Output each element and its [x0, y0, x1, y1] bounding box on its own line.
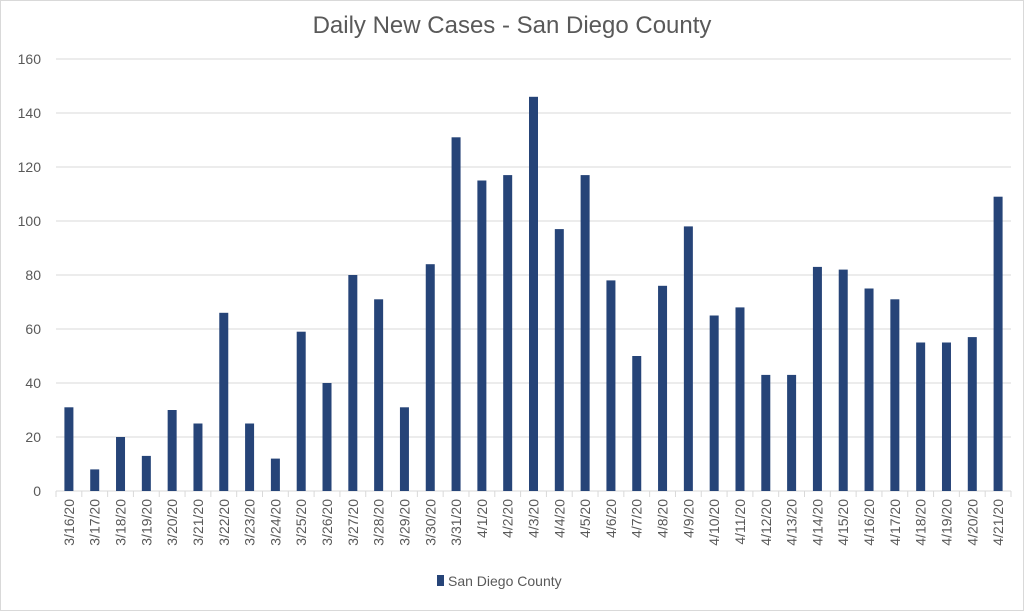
legend-swatch [437, 575, 444, 586]
bar [683, 226, 693, 491]
bar [245, 423, 255, 491]
bar [64, 407, 74, 491]
x-tick-label: 3/19/20 [138, 499, 154, 546]
bar [270, 458, 280, 491]
bar [606, 280, 616, 491]
x-tick-label: 4/18/20 [913, 499, 929, 546]
x-tick-label: 3/21/20 [190, 499, 206, 546]
x-tick-label: 3/18/20 [113, 499, 129, 546]
bar [141, 455, 151, 491]
y-tick-label: 40 [25, 375, 41, 391]
x-tick-label: 3/29/20 [396, 499, 412, 546]
x-tick-label: 4/12/20 [758, 499, 774, 546]
chart-title: Daily New Cases - San Diego County [313, 12, 712, 39]
bar [632, 356, 642, 491]
y-tick-label: 120 [18, 159, 42, 175]
x-tick-label: 4/13/20 [784, 499, 800, 546]
x-tick-label: 3/26/20 [319, 499, 335, 546]
bar [348, 275, 358, 491]
bar [167, 410, 177, 491]
bar [374, 299, 384, 491]
y-tick-label: 140 [18, 105, 42, 121]
x-tick-label: 3/31/20 [448, 499, 464, 546]
x-tick-label: 4/5/20 [577, 499, 593, 538]
x-tick-label: 3/22/20 [216, 499, 232, 546]
x-tick-label: 3/20/20 [164, 499, 180, 546]
legend: San Diego County [437, 573, 562, 589]
x-tick-label: 4/3/20 [526, 499, 542, 538]
bar [296, 331, 306, 491]
bar [477, 180, 487, 491]
x-tick-label: 4/15/20 [835, 499, 851, 546]
x-tick-label: 3/28/20 [371, 499, 387, 546]
bar [503, 175, 513, 491]
x-tick-label: 4/11/20 [732, 499, 748, 545]
bar [116, 437, 126, 491]
y-tick-label: 100 [18, 213, 42, 229]
bar [812, 266, 822, 491]
x-tick-label: 4/7/20 [629, 499, 645, 538]
bar [399, 407, 409, 491]
x-tick-label: 4/21/20 [990, 499, 1006, 546]
bar [709, 315, 719, 491]
y-tick-label: 0 [33, 483, 41, 499]
x-tick-label: 3/16/20 [61, 499, 77, 546]
x-tick-label: 4/14/20 [809, 499, 825, 546]
bar [90, 469, 100, 491]
bar [864, 288, 874, 491]
y-tick-label: 80 [25, 267, 41, 283]
bar [529, 96, 538, 492]
bar [425, 264, 435, 491]
bar [580, 175, 590, 491]
x-tick-label: 4/9/20 [680, 499, 696, 538]
bar [838, 269, 848, 491]
y-tick-label: 60 [25, 321, 41, 337]
x-tick-label: 4/20/20 [964, 499, 980, 546]
bar [761, 374, 771, 491]
bar [193, 423, 203, 491]
bar [322, 383, 332, 491]
bar [967, 337, 977, 491]
x-tick-label: 3/25/20 [293, 499, 309, 546]
x-tick-label: 4/19/20 [938, 499, 954, 546]
y-tick-label: 160 [18, 51, 42, 67]
x-tick-label: 4/17/20 [887, 499, 903, 546]
x-tick-label: 4/8/20 [655, 499, 671, 538]
bar [787, 374, 797, 491]
x-tick-label: 3/24/20 [267, 499, 283, 546]
x-tick-label: 4/4/20 [551, 499, 567, 538]
x-tick-label: 4/16/20 [861, 499, 877, 546]
x-tick-label: 4/10/20 [706, 499, 722, 546]
bar [993, 196, 1003, 491]
bar [451, 137, 461, 492]
x-tick-label: 4/1/20 [474, 499, 490, 538]
bar [658, 285, 668, 491]
x-tick-label: 3/30/20 [422, 499, 438, 546]
x-tick-label: 3/17/20 [87, 499, 103, 546]
bar [554, 229, 564, 491]
legend-label: San Diego County [448, 573, 562, 589]
bar [219, 312, 229, 491]
x-tick-label: 4/6/20 [603, 499, 619, 538]
bar [890, 299, 900, 491]
y-tick-label: 20 [25, 429, 41, 445]
bar [941, 342, 951, 491]
x-tick-label: 4/2/20 [500, 499, 516, 538]
x-tick-label: 3/23/20 [242, 499, 258, 546]
bar [916, 342, 926, 491]
x-tick-label: 3/27/20 [345, 499, 361, 546]
bar [735, 307, 745, 491]
